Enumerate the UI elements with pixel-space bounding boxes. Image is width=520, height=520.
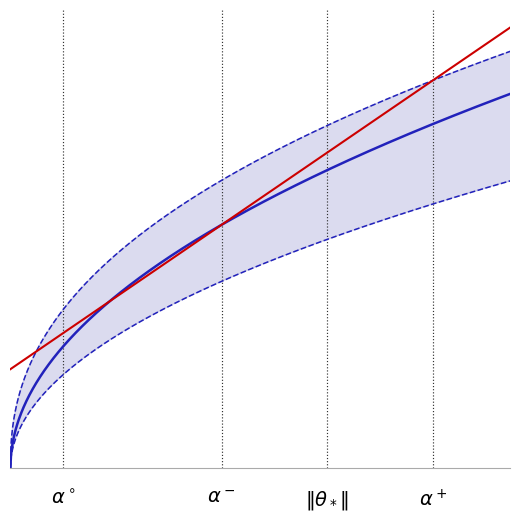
- Text: $\alpha^-$: $\alpha^-$: [207, 489, 236, 507]
- Text: $\|\theta_*\|$: $\|\theta_*\|$: [305, 489, 349, 512]
- Text: $\alpha^\circ$: $\alpha^\circ$: [51, 489, 75, 508]
- Text: $\alpha^+$: $\alpha^+$: [419, 489, 447, 510]
